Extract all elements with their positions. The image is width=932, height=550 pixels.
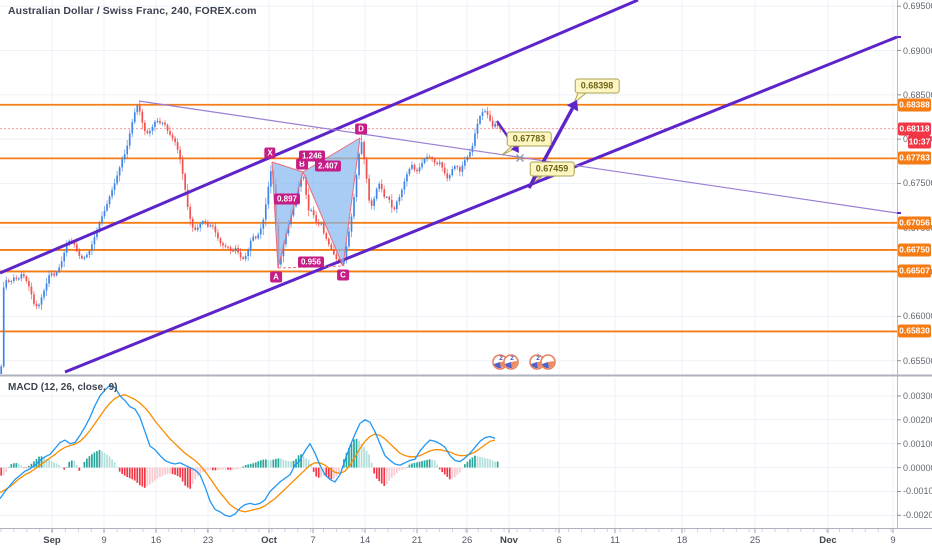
level-price-label: 0.66750 xyxy=(898,243,931,257)
time-axis-label[interactable]: 21 xyxy=(411,535,423,546)
macd-axis-label: 0.00000 xyxy=(903,462,932,473)
time-axis-label[interactable]: 7 xyxy=(310,535,316,546)
level-price-label: 0.67783 xyxy=(898,151,931,165)
svg-text:2: 2 xyxy=(536,355,540,362)
level-price-label: 0.67056 xyxy=(898,216,931,230)
time-axis-label[interactable]: 9 xyxy=(101,535,107,546)
macd-pane[interactable] xyxy=(0,378,897,528)
horizontal-level-lines[interactable] xyxy=(0,103,897,333)
pattern-point-label-b[interactable]: B xyxy=(296,158,308,170)
current-price-label: 0.68118 xyxy=(898,122,931,136)
pattern-ratio-label[interactable]: 0.956 xyxy=(297,256,325,268)
time-axis-label[interactable]: Nov xyxy=(500,535,518,546)
ideas-marker-icon[interactable]: 2 xyxy=(529,354,556,370)
pattern-point-label-a[interactable]: A xyxy=(270,271,282,283)
countdown-timer: 10:37 xyxy=(908,135,931,149)
svg-text:2: 2 xyxy=(510,355,514,362)
pattern-point-label-x[interactable]: X xyxy=(264,147,276,159)
pattern-ratio-label[interactable]: 1.246 xyxy=(298,150,326,162)
time-axis-label[interactable]: Oct xyxy=(261,535,277,546)
time-axis-label[interactable]: 6 xyxy=(556,535,562,546)
time-axis-label[interactable]: 25 xyxy=(749,535,761,546)
candlestick-series xyxy=(0,100,504,374)
level-price-label: 0.65830 xyxy=(898,324,931,338)
level-price-label: 0.66507 xyxy=(898,264,931,278)
macd-line xyxy=(0,384,496,518)
time-axis-label[interactable]: 11 xyxy=(610,535,620,546)
time-axis-label[interactable]: 18 xyxy=(676,535,688,546)
pattern-ratio-label[interactable]: 2.407 xyxy=(314,160,342,172)
cross-marker[interactable] xyxy=(516,154,524,162)
time-axis-label[interactable]: 14 xyxy=(359,535,371,546)
macd-histogram xyxy=(0,438,499,489)
grid xyxy=(0,0,897,374)
pattern-point-label-d[interactable]: D xyxy=(355,123,367,135)
channel-trendline-lower[interactable] xyxy=(64,35,897,374)
price-callout[interactable]: 0.67783 xyxy=(506,131,552,147)
time-axis-label[interactable]: 23 xyxy=(202,535,214,546)
grid xyxy=(0,378,897,528)
level-price-label: 0.68388 xyxy=(898,98,931,112)
time-axis[interactable] xyxy=(0,529,932,550)
price-callout[interactable]: 0.68398 xyxy=(574,78,620,94)
pattern-point-label-c[interactable]: C xyxy=(337,269,349,281)
time-axis-label[interactable]: Dec xyxy=(819,535,837,546)
price-callout[interactable]: 0.67459 xyxy=(529,161,575,177)
time-axis-label[interactable]: 9 xyxy=(890,535,896,546)
descending-trendline[interactable] xyxy=(138,100,897,214)
channel-trendline-upper[interactable] xyxy=(0,0,639,275)
macd-signal-line xyxy=(0,394,496,513)
time-axis-label[interactable]: 16 xyxy=(150,535,162,546)
macd-indicator-title[interactable]: MACD (12, 26, close, 9) xyxy=(8,382,118,393)
time-axis-label[interactable]: 26 xyxy=(461,535,473,546)
time-axis-label[interactable]: Sep xyxy=(43,535,61,546)
symbol-title[interactable]: Australian Dollar / Swiss Franc, 240, FO… xyxy=(8,5,257,17)
pattern-ratio-label[interactable]: 0.897 xyxy=(273,193,301,205)
svg-text:2: 2 xyxy=(499,355,503,362)
